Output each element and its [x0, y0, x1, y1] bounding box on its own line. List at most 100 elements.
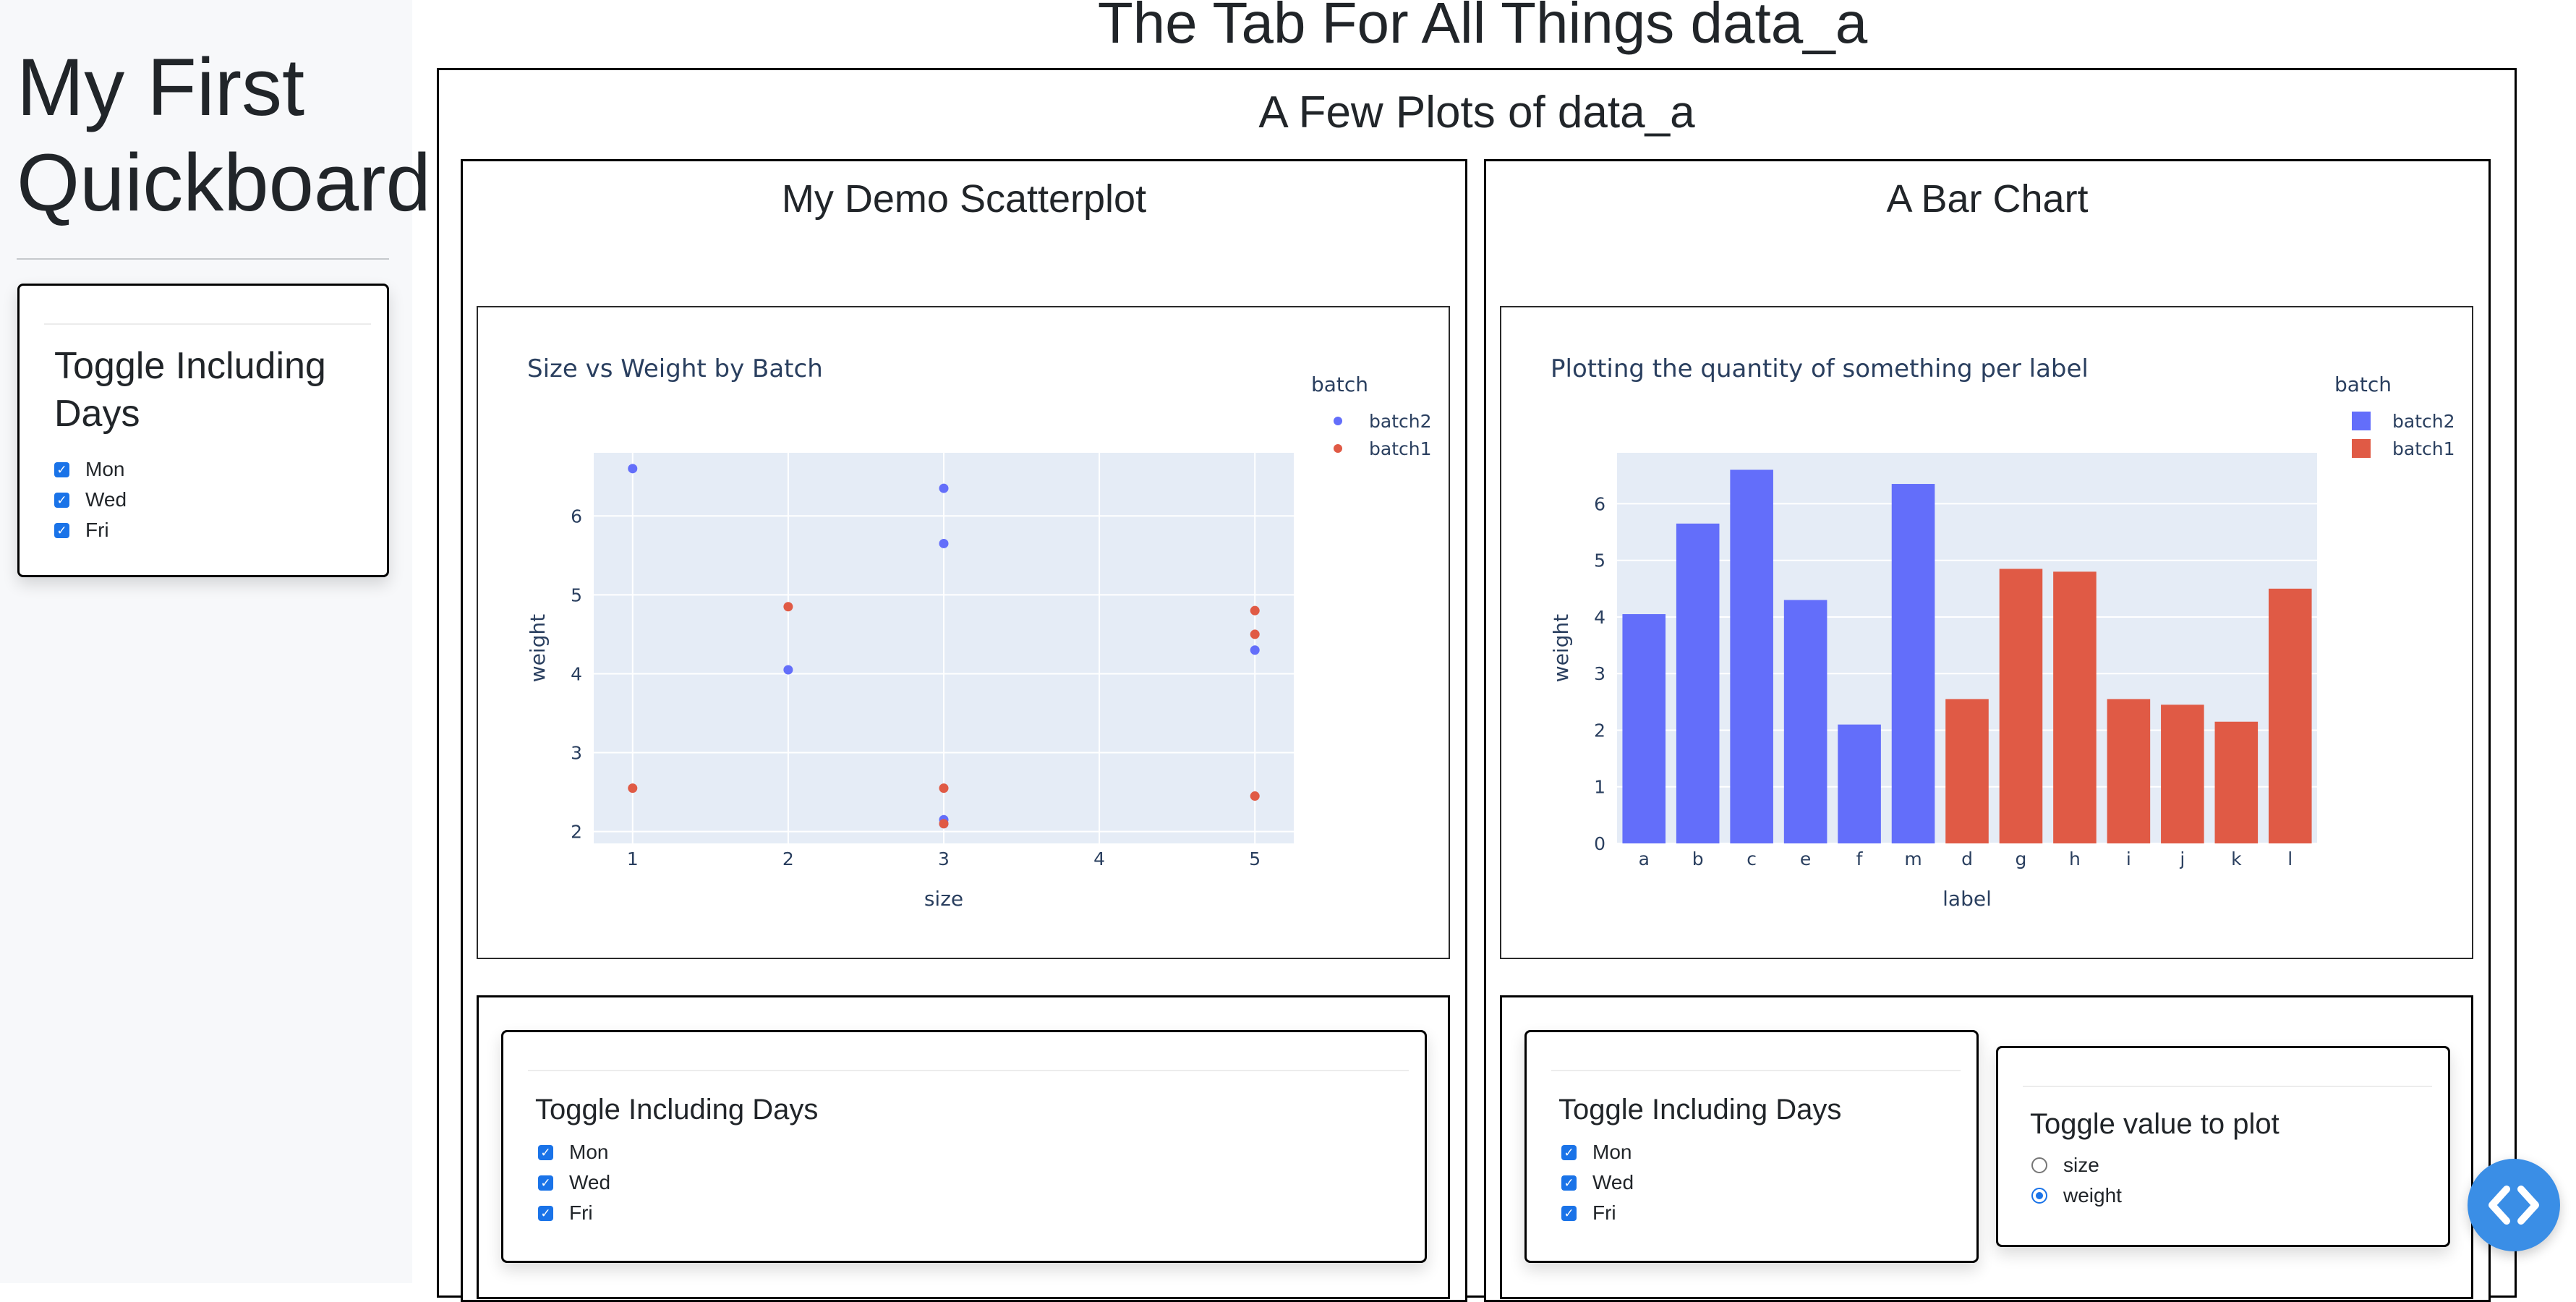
- sidebar-option-mon[interactable]: ✓ Mon: [54, 458, 124, 481]
- bar-batch2-a: [1622, 614, 1666, 843]
- scatter-option-fri[interactable]: ✓ Fri: [538, 1201, 593, 1225]
- y-axis-title: weight: [526, 614, 550, 682]
- y-tick-label: 0: [1594, 833, 1605, 854]
- bar-option-wed[interactable]: ✓ Wed: [1561, 1171, 1634, 1194]
- value-option-weight[interactable]: weight: [2031, 1184, 2122, 1207]
- bar-toggle-card: Toggle Including Days ✓ Mon ✓ Wed ✓ Fri: [1524, 1030, 1979, 1263]
- code-toggle-button[interactable]: [2468, 1159, 2560, 1251]
- checkbox-checked-icon[interactable]: ✓: [54, 522, 69, 538]
- y-tick-label: 3: [1594, 663, 1605, 684]
- legend-swatch-batch2: [2352, 412, 2371, 430]
- option-label: Wed: [1592, 1171, 1634, 1194]
- sidebar-toggle-card: Toggle Including Days ✓ Mon ✓ Wed ✓ Fri: [17, 284, 389, 577]
- checkbox-checked-icon[interactable]: ✓: [538, 1144, 553, 1160]
- bar-toggle-title: Toggle Including Days: [1558, 1094, 1842, 1126]
- value-toggle-card: Toggle value to plot size weight: [1996, 1046, 2450, 1247]
- scatter-point-batch1: [783, 602, 793, 612]
- x-tick-label: 3: [938, 848, 950, 869]
- sidebar-option-fri[interactable]: ✓ Fri: [54, 519, 109, 542]
- chart-title: Size vs Weight by Batch: [527, 354, 823, 383]
- option-label: Mon: [569, 1141, 609, 1163]
- x-tick-label: h: [2069, 848, 2081, 869]
- x-tick-label: j: [2179, 848, 2185, 869]
- y-tick-label: 6: [1594, 493, 1605, 514]
- checkbox-checked-icon[interactable]: ✓: [1561, 1205, 1577, 1221]
- scatter-point-batch2: [1250, 645, 1260, 655]
- bar-panel-title: A Bar Chart: [1886, 177, 2089, 221]
- option-label: size: [2063, 1154, 2099, 1176]
- bar-chart[interactable]: Plotting the quantity of something per l…: [1501, 307, 2472, 958]
- option-label: Wed: [569, 1171, 611, 1194]
- legend-label-batch2: batch2: [1369, 411, 1432, 432]
- checkbox-checked-icon[interactable]: ✓: [54, 492, 69, 508]
- scatter-plot-frame: Size vs Weight by Batch size weight batch ba…: [477, 306, 1450, 959]
- x-tick-label: 4: [1093, 848, 1105, 869]
- x-axis-title: size: [924, 887, 963, 911]
- bar-batch1-d: [1945, 699, 1989, 843]
- x-tick-label: b: [1692, 848, 1704, 869]
- section-title: A Few Plots of data_a: [1258, 88, 1695, 137]
- checkbox-checked-icon[interactable]: ✓: [538, 1175, 553, 1191]
- scatter-panel-title: My Demo Scatterplot: [781, 177, 1147, 221]
- x-tick-label: f: [1856, 848, 1864, 869]
- x-tick-label: d: [1961, 848, 1973, 869]
- radio-selected-icon[interactable]: [2031, 1188, 2047, 1204]
- card-divider: [2023, 1086, 2432, 1087]
- value-option-size[interactable]: size: [2031, 1154, 2099, 1177]
- x-tick-label: k: [2231, 848, 2242, 869]
- scatter-point-batch2: [783, 665, 793, 675]
- chart-title: Plotting the quantity of something per l…: [1551, 354, 2089, 383]
- checkbox-checked-icon[interactable]: ✓: [538, 1205, 553, 1221]
- scatter-point-batch1: [1250, 791, 1260, 801]
- scatter-point-batch1: [628, 783, 638, 793]
- y-tick-label: 3: [571, 743, 582, 764]
- card-divider: [528, 1070, 1409, 1071]
- x-tick-label: a: [1639, 848, 1650, 869]
- scatter-chart[interactable]: Size vs Weight by Batchsizeweightbatchba…: [478, 307, 1449, 958]
- card-divider: [1551, 1070, 1961, 1071]
- legend-title: batch: [2334, 373, 2392, 396]
- bar-batch2-c: [1730, 469, 1773, 843]
- scatter-option-mon[interactable]: ✓ Mon: [538, 1141, 608, 1164]
- legend-swatch-batch1: [2352, 439, 2371, 458]
- option-label: Fri: [569, 1201, 593, 1224]
- scatter-point-batch2: [939, 483, 949, 493]
- scatter-point-batch1: [1250, 629, 1260, 639]
- bar-batch1-l: [2268, 588, 2312, 843]
- scatter-point-batch2: [939, 538, 949, 548]
- checkbox-checked-icon[interactable]: ✓: [1561, 1144, 1577, 1160]
- x-tick-label: 1: [627, 848, 639, 869]
- y-tick-label: 5: [571, 584, 582, 605]
- scatter-option-wed[interactable]: ✓ Wed: [538, 1171, 610, 1194]
- scatter-toggle-title: Toggle Including Days: [535, 1094, 819, 1126]
- bar-option-mon[interactable]: ✓ Mon: [1561, 1141, 1632, 1164]
- option-label: Mon: [85, 458, 125, 480]
- y-tick-label: 4: [571, 663, 582, 684]
- sidebar-option-wed[interactable]: ✓ Wed: [54, 488, 127, 511]
- radio-unselected-icon[interactable]: [2031, 1157, 2047, 1173]
- checkbox-checked-icon[interactable]: ✓: [1561, 1175, 1577, 1191]
- bar-batch1-j: [2161, 705, 2204, 843]
- option-label: Mon: [1592, 1141, 1632, 1163]
- legend-label-batch1: batch1: [1369, 438, 1432, 459]
- bar-option-fri[interactable]: ✓ Fri: [1561, 1201, 1616, 1225]
- value-toggle-title: Toggle value to plot: [2030, 1108, 2279, 1140]
- legend-label-batch1: batch1: [2392, 438, 2455, 459]
- bar-batch2-e: [1783, 600, 1827, 843]
- y-tick-label: 2: [571, 822, 582, 843]
- bar-batch2-f: [1838, 724, 1881, 843]
- y-tick-label: 2: [1594, 720, 1605, 741]
- sidebar-toggle-title: Toggle Including Days: [54, 345, 326, 435]
- x-tick-label: 2: [782, 848, 794, 869]
- checkbox-checked-icon[interactable]: ✓: [54, 461, 69, 477]
- app-title: My First Quickboard: [17, 42, 431, 228]
- legend-label-batch2: batch2: [2392, 411, 2455, 432]
- bar-plot-frame: Plotting the quantity of something per l…: [1500, 306, 2473, 959]
- y-axis-title: weight: [1549, 614, 1573, 682]
- option-label: Fri: [1592, 1201, 1616, 1224]
- bar-batch2-b: [1676, 523, 1720, 843]
- code-icon: [2488, 1186, 2539, 1225]
- legend-title: batch: [1311, 373, 1368, 396]
- scatter-point-batch1: [939, 819, 949, 829]
- x-tick-label: c: [1747, 848, 1757, 869]
